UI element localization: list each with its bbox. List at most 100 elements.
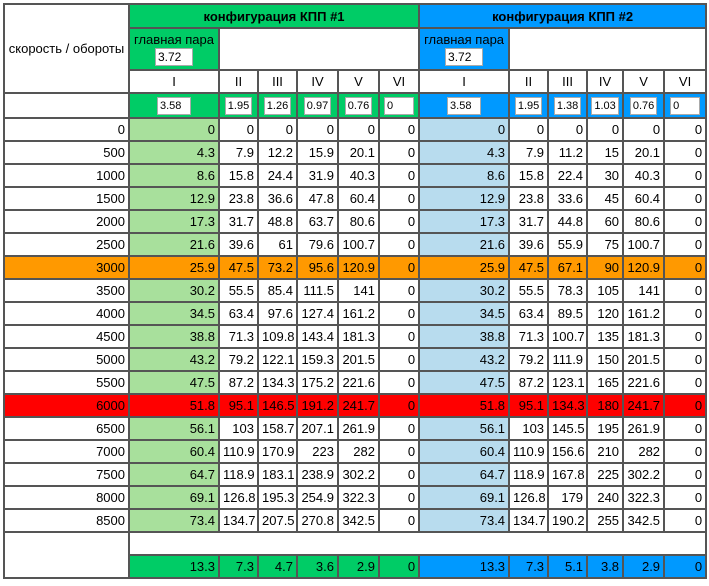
speed-cell: 161.2 xyxy=(622,301,666,326)
gear-ratio-input-1-1[interactable]: 3.58 xyxy=(157,96,191,115)
gear-ratio-cell: 1.95 xyxy=(218,92,259,119)
speed-cell: 31.9 xyxy=(296,163,339,188)
gear-label-1-5: V xyxy=(337,69,380,94)
gear-ratio-input-1-4[interactable]: 0.97 xyxy=(303,96,332,115)
speed-cell: 25.9 xyxy=(128,255,220,280)
blank-cell xyxy=(3,531,130,579)
gear-label-1-4: IV xyxy=(296,69,339,94)
speed-cell: 40.3 xyxy=(337,163,380,188)
speed-cell: 80.6 xyxy=(622,209,666,234)
main-pair-label: главная пара xyxy=(134,32,214,47)
speed-cell: 0 xyxy=(663,370,708,395)
rpm-cell: 6000 xyxy=(3,393,130,418)
speed-cell: 302.2 xyxy=(337,462,380,487)
speed-cell: 79.2 xyxy=(508,347,550,372)
speed-cell: 63.4 xyxy=(218,301,259,326)
gear-label-1-3: III xyxy=(257,69,298,94)
speed-cell: 240 xyxy=(586,485,625,510)
speed-cell: 23.8 xyxy=(218,186,259,211)
gear-ratio-input-2-3[interactable]: 1.38 xyxy=(553,96,582,115)
speed-cell: 75 xyxy=(586,232,625,257)
speed-cell: 0 xyxy=(377,416,421,441)
speed-cell: 141 xyxy=(337,278,380,303)
speed-cell: 40.3 xyxy=(622,163,666,188)
speed-cell: 0 xyxy=(377,117,421,142)
speed-cell: 282 xyxy=(622,439,666,464)
table-row: 7500 64.7 118.9 183.1 238.9 302.2 0 64.7 118.9 16… xyxy=(3,462,708,487)
speed-cell: 170.9 xyxy=(257,439,298,464)
speed-cell: 123.1 xyxy=(547,370,589,395)
gear-ratio-input-1-2[interactable]: 1.95 xyxy=(224,96,253,115)
speed-cell: 103 xyxy=(508,416,550,441)
gear-ratio-input-1-5[interactable]: 0.76 xyxy=(344,96,373,115)
speed-cell: 158.7 xyxy=(257,416,298,441)
speed-cell: 0 xyxy=(377,370,421,395)
speed-cell: 0 xyxy=(418,117,511,142)
speed-cell: 167.8 xyxy=(547,462,589,487)
speed-cell: 105 xyxy=(586,278,625,303)
speed-cell: 63.4 xyxy=(508,301,550,326)
total-ratio-cell: 3.8 xyxy=(586,554,625,579)
rpm-cell: 7000 xyxy=(3,439,130,464)
rpm-cell: 3500 xyxy=(3,278,130,303)
speed-cell: 146.5 xyxy=(257,393,298,418)
speed-cell: 38.8 xyxy=(128,324,220,349)
gear-ratio-cell: 0.76 xyxy=(337,92,380,119)
speed-cell: 20.1 xyxy=(622,140,666,165)
gear-ratio-input-1-3[interactable]: 1.26 xyxy=(263,96,292,115)
table-row: 1500 12.9 23.8 36.6 47.8 60.4 0 12.9 23.8 33.6 45 6… xyxy=(3,186,708,211)
config-1-blank xyxy=(217,27,421,71)
speed-cell: 0 xyxy=(663,393,708,418)
speed-cell: 22.4 xyxy=(547,163,589,188)
rpm-cell: 8500 xyxy=(3,508,130,533)
table-row: 2500 21.6 39.6 61 79.6 100.7 0 21.6 39.6 55.9 75 10… xyxy=(3,232,708,257)
speed-cell: 111.9 xyxy=(547,347,589,372)
total-ratio-cell: 3.6 xyxy=(296,554,339,579)
speed-cell: 322.3 xyxy=(622,485,666,510)
speed-cell: 69.1 xyxy=(128,485,220,510)
gear-label-1-6: VI xyxy=(377,69,421,94)
gear-ratio-input-2-2[interactable]: 1.95 xyxy=(514,96,543,115)
speed-cell: 43.2 xyxy=(128,347,220,372)
config-1-main-pair: главная пара xyxy=(128,27,220,71)
config-1-main-pair-input[interactable] xyxy=(155,48,193,66)
rpm-cell: 5500 xyxy=(3,370,130,395)
speed-cell: 0 xyxy=(377,163,421,188)
speed-cell: 201.5 xyxy=(622,347,666,372)
config-2-main-pair-input[interactable] xyxy=(445,48,484,66)
rpm-cell: 4000 xyxy=(3,301,130,326)
speed-cell: 60.4 xyxy=(622,186,666,211)
table-row: 3000 25.9 47.5 73.2 95.6 120.9 0 25.9 47.5 67.1 90… xyxy=(3,255,708,280)
speed-cell: 73.4 xyxy=(418,508,511,533)
speed-cell: 0 xyxy=(622,117,666,142)
speed-cell: 181.3 xyxy=(622,324,666,349)
speed-cell: 0 xyxy=(296,117,339,142)
speed-cell: 141 xyxy=(622,278,666,303)
total-ratio-cell: 13.3 xyxy=(418,554,511,579)
gear-ratio-input-2-5[interactable]: 0.76 xyxy=(629,96,658,115)
speed-cell: 30.2 xyxy=(128,278,220,303)
speed-cell: 30.2 xyxy=(418,278,511,303)
gear-ratio-cell: 3.58 xyxy=(128,92,220,119)
speed-cell: 34.5 xyxy=(128,301,220,326)
speed-cell: 120.9 xyxy=(337,255,380,280)
speed-cell: 47.5 xyxy=(508,255,550,280)
speed-cell: 201.5 xyxy=(337,347,380,372)
gear-ratio-input-1-6[interactable]: 0 xyxy=(384,96,415,115)
speed-cell: 61 xyxy=(257,232,298,257)
speed-cell: 20.1 xyxy=(337,140,380,165)
gear-ratio-input-2-6[interactable]: 0 xyxy=(670,96,701,115)
speed-cell: 0 xyxy=(508,117,550,142)
gear-ratio-input-2-1[interactable]: 3.58 xyxy=(447,96,482,115)
speed-cell: 15.8 xyxy=(508,163,550,188)
gearbox-table: скорость / обороты конфигурация КПП #1 к… xyxy=(3,3,708,579)
speed-cell: 60.4 xyxy=(128,439,220,464)
speed-cell: 11.2 xyxy=(547,140,589,165)
speed-cell: 78.3 xyxy=(547,278,589,303)
speed-cell: 17.3 xyxy=(128,209,220,234)
gear-ratio-input-2-4[interactable]: 1.03 xyxy=(591,96,619,115)
speed-cell: 4.3 xyxy=(128,140,220,165)
speed-cell: 342.5 xyxy=(337,508,380,533)
speed-cell: 282 xyxy=(337,439,380,464)
